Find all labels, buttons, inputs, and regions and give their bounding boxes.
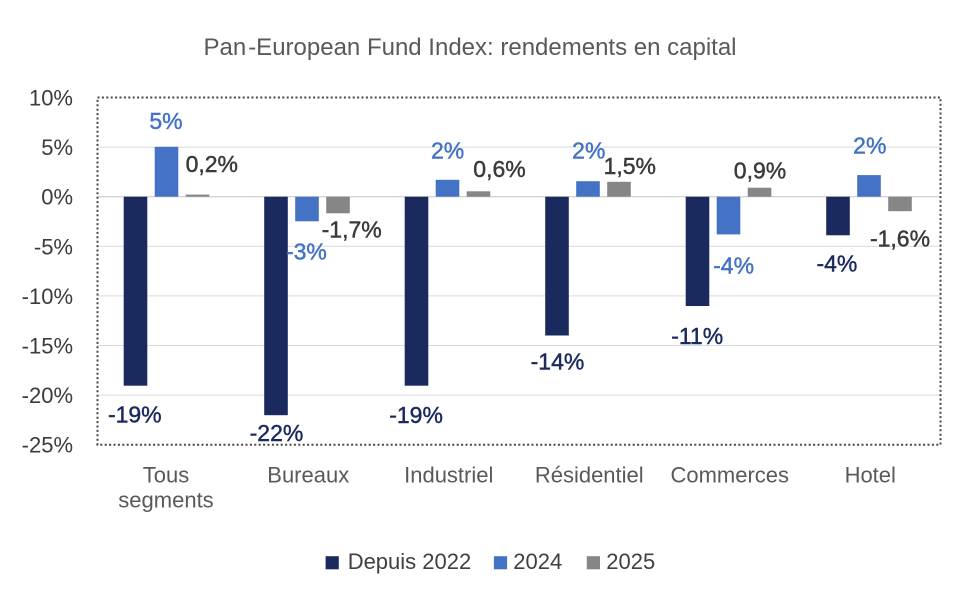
svg-text:-19%: -19% bbox=[108, 402, 162, 428]
svg-text:-22%: -22% bbox=[250, 420, 304, 446]
svg-text:5%: 5% bbox=[149, 108, 182, 134]
svg-text:Bureaux: Bureaux bbox=[267, 463, 349, 488]
svg-text:-10%: -10% bbox=[22, 284, 73, 309]
svg-text:10%: 10% bbox=[29, 86, 73, 111]
svg-text:2%: 2% bbox=[431, 137, 464, 163]
svg-text:2%: 2% bbox=[853, 133, 886, 159]
svg-text:0,9%: 0,9% bbox=[734, 157, 786, 183]
svg-text:1,5%: 1,5% bbox=[604, 153, 656, 179]
svg-text:segments: segments bbox=[118, 488, 213, 513]
svg-text:-1,6%: -1,6% bbox=[870, 226, 930, 252]
svg-text:2%: 2% bbox=[572, 138, 605, 164]
svg-text:-5%: -5% bbox=[34, 234, 73, 259]
svg-text:Hotel: Hotel bbox=[845, 463, 896, 488]
svg-text:2024: 2024 bbox=[513, 549, 562, 574]
svg-text:-15%: -15% bbox=[22, 334, 73, 359]
svg-text:-14%: -14% bbox=[531, 348, 585, 374]
svg-text:5%: 5% bbox=[41, 135, 73, 160]
svg-text:Depuis 2022: Depuis 2022 bbox=[348, 549, 472, 574]
svg-text:Industriel: Industriel bbox=[404, 463, 493, 488]
svg-text:-20%: -20% bbox=[22, 383, 73, 408]
svg-text:0,6%: 0,6% bbox=[473, 156, 525, 182]
svg-text:-3%: -3% bbox=[286, 238, 327, 264]
svg-text:Commerces: Commerces bbox=[670, 463, 789, 488]
svg-text:-25%: -25% bbox=[22, 433, 73, 458]
svg-text:-11%: -11% bbox=[671, 323, 723, 349]
svg-text:-1,7%: -1,7% bbox=[322, 216, 382, 242]
svg-text:Pan -European Fund Index: rend: Pan -European Fund Index: rendements en … bbox=[203, 34, 736, 61]
svg-text:2025: 2025 bbox=[606, 549, 655, 574]
svg-text:-19%: -19% bbox=[389, 402, 443, 428]
svg-text:Tous: Tous bbox=[143, 463, 189, 488]
svg-text:-4%: -4% bbox=[713, 253, 754, 279]
svg-text:Résidentiel: Résidentiel bbox=[535, 463, 644, 488]
svg-text:0,2%: 0,2% bbox=[186, 151, 238, 177]
svg-text:-4%: -4% bbox=[816, 251, 857, 277]
svg-text:0%: 0% bbox=[41, 185, 73, 210]
